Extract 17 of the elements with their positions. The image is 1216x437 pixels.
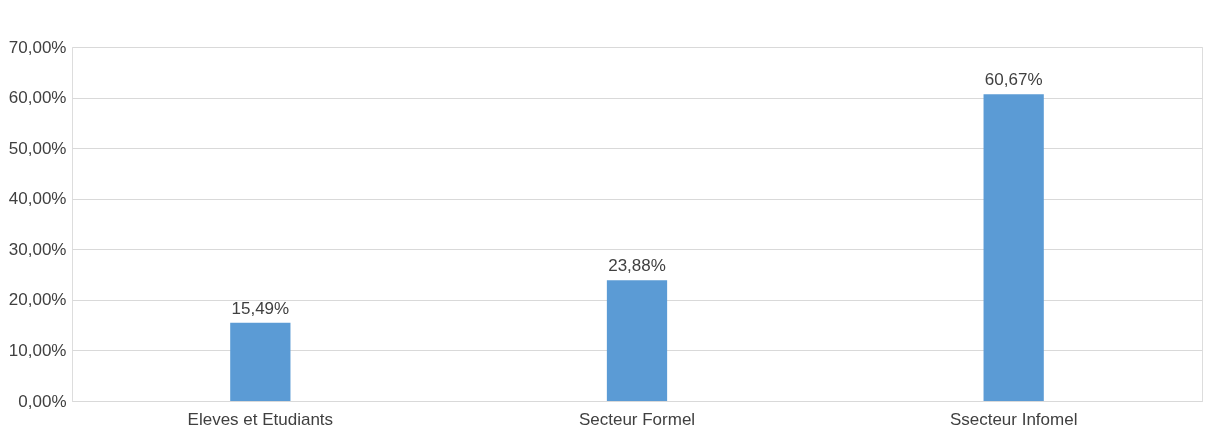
bar [230, 322, 291, 401]
y-tick-label: 10,00% [8, 340, 67, 360]
y-tick-label: 20,00% [8, 290, 67, 310]
x-tick-label: Eleves et Etudiants [187, 409, 334, 429]
bar [983, 94, 1044, 401]
y-tick-label: 30,00% [8, 239, 67, 259]
y-tick-label: 70,00% [8, 37, 67, 57]
data-label: 15,49% [231, 298, 290, 318]
x-tick-label: Ssecteur Infomel [949, 409, 1078, 429]
y-tick-label: 40,00% [8, 189, 67, 209]
y-tick-label: 60,00% [8, 88, 67, 108]
x-tick-label: Secteur Formel [578, 409, 696, 429]
data-label: 60,67% [984, 70, 1043, 90]
y-tick-label: 0,00% [18, 391, 67, 411]
y-tick-label: 50,00% [8, 138, 67, 158]
bar [606, 280, 668, 401]
data-label: 23,88% [608, 256, 666, 276]
